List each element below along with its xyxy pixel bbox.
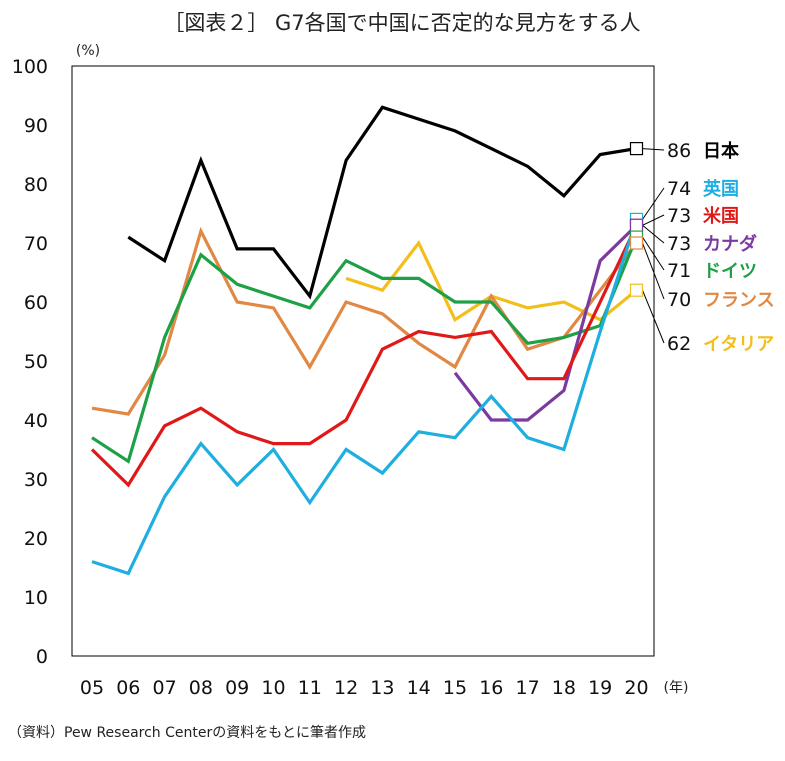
- series-name-label: カナダ: [703, 233, 757, 255]
- series-name-label: 米国: [703, 205, 739, 227]
- y-tick-label: 20: [24, 528, 48, 550]
- plot-area: [71, 65, 655, 657]
- x-tick-label: 17: [516, 677, 540, 699]
- x-tick-label: 09: [225, 677, 249, 699]
- x-tick-label: 05: [80, 677, 104, 699]
- y-tick-label: 80: [24, 174, 48, 196]
- end-value-label: 71: [667, 260, 691, 282]
- x-axis: 05 06 07 08 09 10 11 12 13 14 15 16 17 18 19 20: [80, 677, 649, 699]
- x-tick-label: 06: [116, 677, 140, 699]
- x-tick-label: 11: [298, 677, 322, 699]
- leader-line: [642, 242, 665, 300]
- series-layer: [90, 105, 639, 576]
- y-tick-label: 40: [24, 410, 48, 432]
- x-tick-label: 12: [334, 677, 358, 699]
- x-tick-label: 08: [189, 677, 213, 699]
- y-axis: 0 10 20 30 40 50 60 70 80 90 100: [12, 56, 48, 668]
- end-marker: [629, 283, 644, 297]
- series-name-label: ドイツ: [703, 261, 757, 282]
- y-tick-label: 70: [24, 233, 48, 255]
- x-tick-label: 13: [370, 677, 394, 699]
- series-line: [127, 105, 637, 300]
- x-tick-label: 19: [588, 677, 612, 699]
- end-marker: [629, 142, 644, 156]
- leader-line: [642, 290, 665, 344]
- x-axis-unit: (年): [664, 680, 689, 696]
- x-tick-label: 16: [479, 677, 503, 699]
- series-line: [91, 236, 638, 464]
- x-tick-label: 10: [261, 677, 285, 699]
- leader-line: [642, 148, 665, 151]
- series-line: [91, 218, 639, 576]
- leader-line: [642, 224, 665, 244]
- source-note: （資料）Pew Research Centerの資料をもとに筆者作成: [8, 725, 366, 741]
- y-tick-label: 50: [24, 351, 48, 373]
- y-tick-label: 100: [12, 56, 48, 78]
- series-line: [90, 224, 638, 488]
- series-name-label: イタリア: [703, 334, 774, 355]
- x-tick-label: 18: [552, 677, 576, 699]
- x-tick-label: 14: [407, 677, 431, 699]
- y-tick-label: 10: [24, 587, 48, 609]
- leader-line: [642, 236, 665, 271]
- y-axis-unit: (%): [76, 43, 100, 59]
- end-value-label: 70: [667, 289, 691, 311]
- y-tick-label: 90: [24, 115, 48, 137]
- x-tick-label: 07: [153, 677, 177, 699]
- end-value-label: 73: [667, 205, 691, 227]
- leader-line: [642, 214, 665, 226]
- y-tick-label: 60: [24, 292, 48, 314]
- chart-title: ［図表２］ G7各国で中国に否定的な見方をする人: [163, 11, 640, 35]
- end-value-label: 62: [667, 333, 691, 355]
- x-tick-label: 20: [624, 677, 648, 699]
- end-marker: [629, 236, 644, 250]
- end-labels: 86 日本 74 英国 73 米国 73 カナダ 71 ドイツ 70 フランス 62 イタリア: [629, 140, 775, 355]
- end-marker: [629, 218, 644, 232]
- x-tick-label: 15: [443, 677, 467, 699]
- series-line: [453, 224, 638, 422]
- leader-line: [642, 187, 665, 220]
- end-value-label: 73: [667, 233, 691, 255]
- series-name-label: 日本: [703, 140, 739, 162]
- end-value-label: 86: [667, 140, 691, 162]
- y-tick-label: 0: [36, 646, 48, 668]
- end-value-label: 74: [667, 178, 691, 200]
- y-tick-label: 30: [24, 469, 48, 491]
- series-name-label: 英国: [702, 178, 739, 200]
- series-name-label: フランス: [703, 290, 775, 311]
